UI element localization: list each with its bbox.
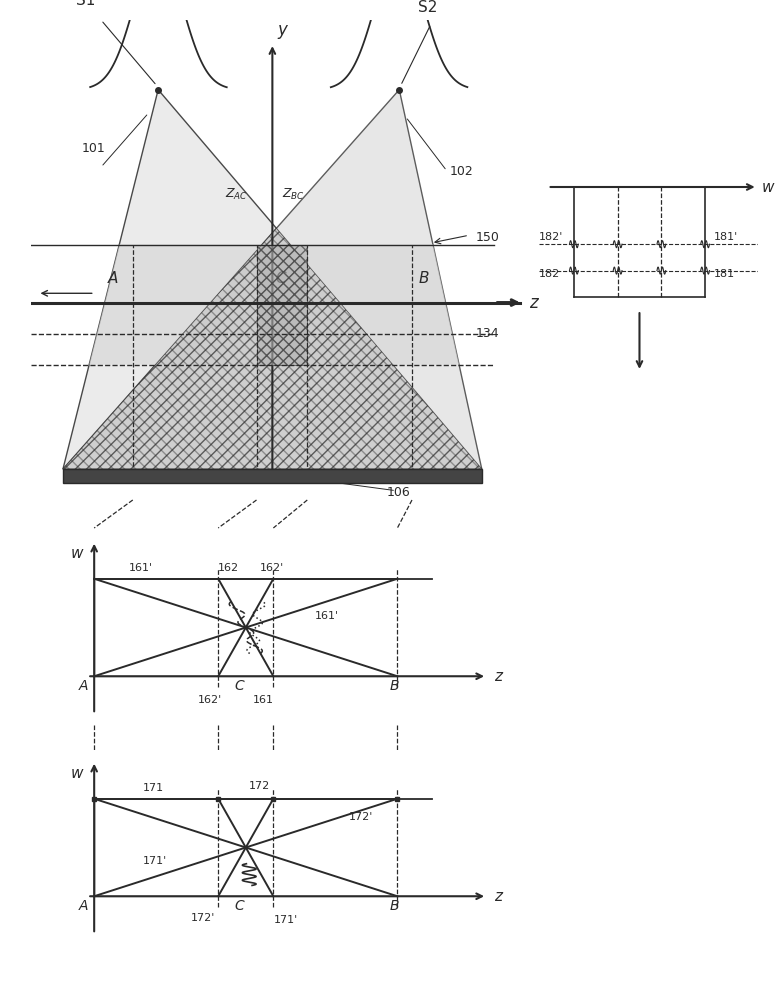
Text: 102: 102 [450, 165, 474, 178]
Text: 162': 162' [259, 563, 284, 573]
Text: 181': 181' [714, 232, 738, 242]
Text: 134: 134 [476, 327, 499, 340]
Text: w: w [71, 766, 84, 781]
Text: 172': 172' [349, 812, 373, 822]
Text: 162': 162' [198, 695, 222, 705]
Text: 161': 161' [129, 563, 153, 573]
Text: B: B [419, 271, 429, 286]
Text: C: C [234, 679, 244, 693]
Polygon shape [63, 228, 482, 469]
Polygon shape [63, 90, 482, 469]
Text: 181: 181 [714, 269, 735, 279]
Text: S1: S1 [76, 0, 95, 8]
Text: 172: 172 [249, 781, 270, 791]
Text: $Z_{AC}$: $Z_{AC}$ [225, 187, 248, 202]
Text: S2: S2 [419, 0, 437, 15]
Text: C: C [276, 271, 286, 286]
Text: z: z [530, 294, 538, 312]
Text: C: C [234, 899, 244, 913]
Bar [63, 469, 482, 483]
Text: 172': 172' [191, 913, 215, 923]
Polygon shape [256, 245, 307, 365]
Text: 150: 150 [476, 231, 499, 244]
Text: z: z [494, 889, 502, 904]
Text: B: B [389, 679, 398, 693]
Text: z: z [494, 669, 502, 684]
Text: A: A [79, 679, 88, 693]
Text: $Z_{BC}$: $Z_{BC}$ [282, 187, 305, 202]
Text: 182: 182 [539, 269, 560, 279]
Text: 182': 182' [539, 232, 563, 242]
Text: y: y [277, 21, 287, 39]
Text: 171': 171' [142, 856, 166, 866]
Text: w: w [71, 546, 84, 561]
Text: A: A [107, 271, 118, 286]
Text: 161: 161 [253, 695, 273, 705]
Text: 171': 171' [273, 915, 298, 925]
Polygon shape [89, 245, 459, 365]
Polygon shape [63, 90, 482, 469]
Text: 161': 161' [315, 611, 339, 621]
Text: 101: 101 [82, 142, 105, 155]
Text: A: A [79, 899, 88, 913]
Text: 162: 162 [218, 563, 239, 573]
Text: w: w [762, 180, 775, 194]
Text: 106: 106 [387, 486, 410, 499]
Text: B: B [389, 899, 398, 913]
Text: 171: 171 [142, 783, 163, 793]
